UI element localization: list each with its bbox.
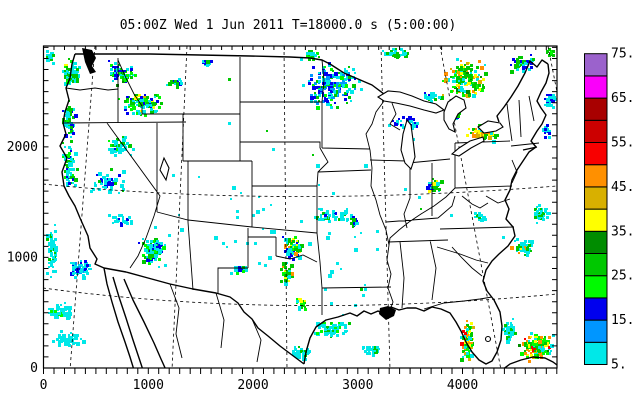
plot-border (42, 45, 558, 369)
coastline (59, 53, 557, 368)
x-tick-label: 1000 (133, 378, 164, 393)
colorbar-label: 15. (611, 313, 634, 328)
water-fill-details (82, 48, 396, 320)
precip-field (46, 48, 557, 363)
colorbar-swatch (584, 75, 608, 99)
colorbar-label: 55. (611, 136, 634, 151)
y-tick-label: 0 (30, 361, 38, 376)
y-tick-label: 1000 (7, 250, 38, 265)
colorbar-swatch (584, 275, 608, 299)
colorbar-label: 35. (611, 224, 634, 239)
colorbar-swatch (584, 119, 608, 144)
colorbar-swatch (584, 186, 608, 210)
us-basemap (43, 46, 557, 368)
colorbar-label: 5. (611, 358, 627, 373)
colorbar-swatch (584, 97, 608, 121)
colorbar-swatch (584, 208, 608, 232)
colorbar-swatch (584, 341, 608, 365)
tick-marks (43, 46, 558, 374)
colorbar-swatch (584, 297, 608, 321)
colorbar-swatch (584, 53, 608, 77)
colorbar-label: 45. (611, 180, 634, 195)
x-axis-labels: 0 1000 2000 3000 4000 (40, 378, 479, 393)
colorbar-legend: 5. 15. 25. 35. 45. 55. 65. 75. (584, 47, 634, 373)
y-tick-label: 2000 (7, 140, 38, 155)
colorbar-swatch (584, 253, 608, 277)
x-tick-label: 3000 (342, 378, 373, 393)
x-tick-label: 4000 (447, 378, 478, 393)
x-tick-label: 2000 (237, 378, 268, 393)
plot-title: 05:00Z Wed 1 Jun 2011 T=18000.0 s (5:00:… (120, 18, 457, 33)
y-axis-labels: 0 1000 2000 (7, 140, 38, 376)
colorbar-label: 75. (611, 47, 634, 62)
great-lakes (159, 90, 504, 343)
axis-ticks (43, 46, 558, 374)
colorbar-swatch (584, 319, 608, 343)
state-borders (62, 57, 540, 363)
colorbar-label: 25. (611, 269, 634, 284)
colorbar-label: 65. (611, 91, 634, 106)
colorbar-swatch (584, 142, 608, 166)
colorbar-swatch (584, 230, 608, 255)
colorbar-swatch (584, 164, 608, 188)
x-tick-label: 0 (40, 378, 48, 393)
